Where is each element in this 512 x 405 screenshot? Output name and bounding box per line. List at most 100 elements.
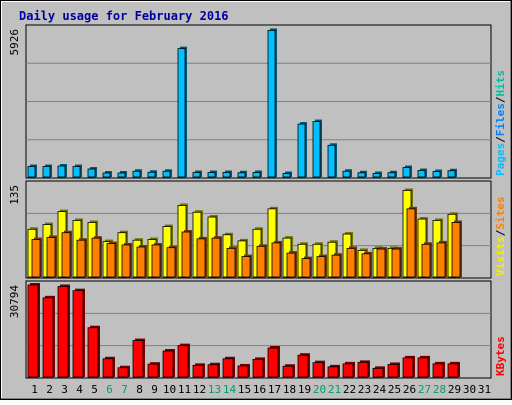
bar-kbytes-day-17 bbox=[267, 346, 280, 378]
x-tick-label: 20 bbox=[313, 383, 326, 396]
bar-pages-day-26 bbox=[402, 165, 412, 178]
legend-entry: / bbox=[494, 229, 507, 236]
bar-kbytes-day-16 bbox=[252, 357, 265, 378]
bar-pages-day-3 bbox=[57, 164, 67, 178]
bar-sites-day-6 bbox=[106, 241, 117, 278]
bar-pages-day-15 bbox=[237, 170, 247, 178]
x-tick-label: 8 bbox=[136, 383, 143, 396]
bar-kbytes-day-7 bbox=[117, 365, 130, 378]
bar-sites-day-16 bbox=[256, 244, 267, 278]
bar-pages-day-18 bbox=[282, 171, 292, 178]
bar-pages-day-4 bbox=[72, 164, 82, 178]
bar-pages-day-25 bbox=[387, 170, 397, 178]
bar-pages-day-24 bbox=[372, 171, 382, 178]
chart-panels: 5926Pages/Files/Hits135Visits/Sites30794… bbox=[8, 24, 507, 379]
bar-sites-day-5 bbox=[91, 236, 102, 278]
bar-pages-day-20 bbox=[312, 119, 322, 178]
bar-sites-day-10 bbox=[166, 245, 177, 278]
legend-entry: KBytes bbox=[494, 336, 507, 376]
x-tick-label: 6 bbox=[106, 383, 113, 396]
bar-sites-day-27 bbox=[421, 242, 432, 278]
legend-entry: / bbox=[494, 96, 507, 103]
panel-middle: 135 Visits/Sites bbox=[8, 180, 507, 279]
legend-entry: Files bbox=[494, 103, 507, 136]
bar-pages-day-5 bbox=[87, 167, 97, 178]
bar-sites-day-28 bbox=[436, 240, 447, 278]
bar-sites-day-9 bbox=[151, 242, 162, 278]
x-tick-label: 7 bbox=[121, 383, 128, 396]
bar-pages-day-2 bbox=[42, 164, 52, 178]
x-tick-label: 5 bbox=[91, 383, 98, 396]
bar-pages-day-12 bbox=[192, 170, 202, 178]
bar-pages-day-17 bbox=[267, 28, 277, 178]
bar-kbytes-day-27 bbox=[417, 355, 430, 378]
panel-middle-legend: Visits/Sites bbox=[494, 197, 507, 277]
bar-sites-day-18 bbox=[286, 251, 297, 278]
bar-kbytes-day-26 bbox=[402, 355, 415, 378]
bar-pages-day-8 bbox=[132, 169, 142, 178]
bar-sites-day-15 bbox=[241, 254, 252, 278]
bar-pages-day-29 bbox=[447, 168, 457, 178]
bar-kbytes-day-5 bbox=[87, 325, 100, 378]
bar-pages-day-9 bbox=[147, 170, 157, 178]
bar-pages-day-27 bbox=[417, 168, 427, 178]
bar-sites-day-22 bbox=[346, 246, 357, 278]
bar-kbytes-day-12 bbox=[192, 363, 205, 378]
bar-pages-day-13 bbox=[207, 170, 217, 178]
bar-kbytes-day-25 bbox=[387, 362, 400, 378]
x-tick-label: 29 bbox=[448, 383, 461, 396]
bar-sites-day-29 bbox=[451, 220, 462, 278]
bar-kbytes-day-24 bbox=[372, 366, 385, 378]
bar-sites-day-17 bbox=[271, 240, 282, 278]
x-tick-label: 31 bbox=[478, 383, 491, 396]
x-tick-label: 3 bbox=[61, 383, 68, 396]
bar-pages-day-14 bbox=[222, 170, 232, 178]
bar-pages-day-1 bbox=[27, 164, 37, 178]
bar-sites-day-14 bbox=[226, 246, 237, 278]
legend-entry: Hits bbox=[494, 70, 507, 97]
x-tick-label: 27 bbox=[418, 383, 431, 396]
series-pages bbox=[27, 28, 457, 178]
panel-top-ymax-label: 5926 bbox=[8, 29, 21, 56]
series-kbytes bbox=[27, 283, 460, 378]
bar-kbytes-day-8 bbox=[132, 338, 145, 378]
bar-kbytes-day-20 bbox=[312, 360, 325, 378]
x-tick-label: 2 bbox=[46, 383, 53, 396]
bar-kbytes-day-19 bbox=[297, 353, 310, 378]
x-tick-label: 17 bbox=[268, 383, 281, 396]
legend-entry: Sites bbox=[494, 197, 507, 230]
x-tick-label: 28 bbox=[433, 383, 446, 396]
bar-pages-day-7 bbox=[117, 171, 127, 178]
bar-sites-day-20 bbox=[316, 254, 327, 278]
x-tick-label: 18 bbox=[283, 383, 296, 396]
bar-sites-day-12 bbox=[196, 236, 207, 278]
bar-sites-day-3 bbox=[61, 230, 72, 278]
x-tick-label: 10 bbox=[163, 383, 176, 396]
bar-pages-day-22 bbox=[342, 169, 352, 178]
x-tick-label: 26 bbox=[403, 383, 416, 396]
bar-kbytes-day-10 bbox=[162, 349, 175, 378]
bar-sites-day-8 bbox=[136, 245, 147, 278]
bar-kbytes-day-28 bbox=[432, 361, 445, 378]
bar-sites-day-13 bbox=[211, 236, 222, 278]
bar-sites-day-11 bbox=[181, 230, 192, 278]
x-tick-label: 14 bbox=[223, 383, 237, 396]
bar-kbytes-day-6 bbox=[102, 356, 115, 378]
bar-kbytes-day-23 bbox=[357, 360, 370, 378]
bar-sites-day-21 bbox=[331, 253, 342, 278]
bar-sites-day-7 bbox=[121, 242, 132, 278]
legend-entry: Visits bbox=[494, 236, 507, 276]
bar-sites-day-4 bbox=[76, 238, 87, 278]
x-tick-label: 13 bbox=[208, 383, 221, 396]
x-tick-label: 9 bbox=[151, 383, 158, 396]
panel-middle-ymax-label: 135 bbox=[8, 185, 21, 205]
bar-sites-day-25 bbox=[391, 247, 402, 278]
x-tick-label: 25 bbox=[388, 383, 401, 396]
x-tick-label: 23 bbox=[358, 383, 371, 396]
x-tick-label: 12 bbox=[193, 383, 206, 396]
bar-pages-day-6 bbox=[102, 171, 112, 178]
bar-pages-day-23 bbox=[357, 170, 367, 178]
bar-kbytes-day-2 bbox=[42, 295, 55, 378]
legend-entry: / bbox=[494, 136, 507, 143]
